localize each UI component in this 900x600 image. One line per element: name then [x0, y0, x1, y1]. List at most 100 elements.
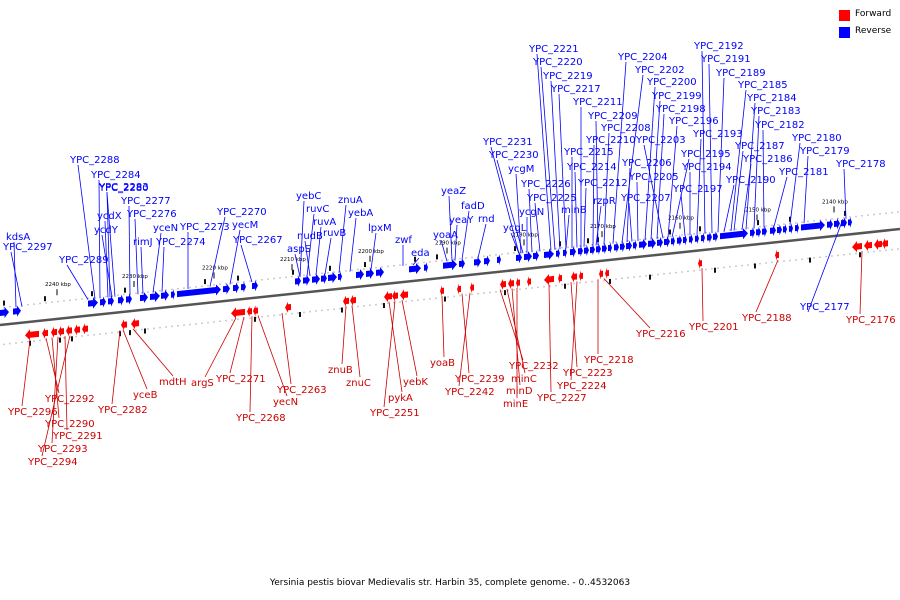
scale-label: 2210 kbp — [280, 257, 306, 263]
reverse-gene-arrow — [328, 272, 337, 284]
scale-tick — [504, 290, 506, 296]
reverse-gene-arrow — [126, 293, 132, 305]
forward-gene-label: YPC_2271 — [215, 374, 266, 385]
reverse-gene-arrow — [848, 216, 852, 228]
reverse-leader-line — [140, 246, 144, 294]
reverse-leader-line — [843, 168, 847, 219]
forward-leader-line — [511, 288, 521, 386]
reverse-gene-label: YPC_2199 — [651, 91, 702, 102]
reverse-leader-line — [730, 89, 747, 232]
reverse-leader-line — [595, 120, 599, 246]
reverse-leader-line — [10, 251, 23, 307]
reverse-gene-label: YPC_2280 — [98, 183, 149, 194]
reverse-leader-line — [134, 218, 139, 295]
reverse-leader-line — [671, 158, 690, 238]
reverse-gene-arrow — [677, 235, 682, 247]
forward-leader-line — [257, 315, 288, 397]
forward-gene-label: YPC_2176 — [845, 315, 896, 326]
reverse-gene-arrow — [578, 245, 583, 257]
forward-gene-label: YPC_2188 — [741, 313, 792, 324]
forward-leader-line — [506, 288, 526, 374]
reverse-leader-line — [626, 167, 631, 243]
reverse-gene-arrow — [770, 225, 776, 237]
reverse-leader-line — [636, 181, 639, 241]
reverse-leader-line — [161, 246, 165, 292]
reverse-leader-line — [101, 234, 113, 298]
reverse-gene-arrow — [783, 223, 787, 235]
reverse-gene-arrow — [150, 290, 160, 302]
reverse-leader-line — [536, 53, 552, 251]
reverse-gene-arrow — [108, 295, 114, 307]
forward-gene-arrow — [51, 326, 57, 338]
reverse-leader-line — [128, 205, 131, 296]
reverse-gene-label: YPC_2182 — [754, 120, 805, 131]
reverse-gene-arrow — [0, 307, 9, 319]
forward-gene-label: argS — [191, 378, 214, 389]
reverse-gene-arrow — [827, 218, 833, 230]
reverse-leader-line — [708, 63, 713, 234]
forward-gene-label: yecN — [273, 397, 298, 408]
reverse-gene-label: aspS — [287, 244, 311, 255]
forward-leader-line — [64, 336, 68, 431]
reverse-gene-label: eda — [411, 248, 430, 259]
reverse-gene-label: yceN — [153, 223, 178, 234]
reverse-gene-arrow — [241, 281, 246, 293]
reverse-gene-label: YPC_2200 — [646, 77, 697, 88]
reverse-gene-label: YPC_2206 — [621, 158, 672, 169]
reverse-gene-label: nudB — [297, 231, 323, 242]
reverse-gene-label: yoaA — [433, 230, 458, 241]
reverse-swatch — [839, 27, 850, 38]
forward-gene-label: yebK — [403, 377, 428, 388]
reverse-gene-arrow — [707, 231, 712, 243]
forward-gene-label: YPC_2227 — [536, 393, 587, 404]
forward-gene-arrow — [74, 324, 80, 336]
scale-tick — [341, 307, 343, 313]
forward-gene-label: YPC_2251 — [369, 408, 420, 419]
scale-tick — [757, 220, 759, 226]
reverse-gene-arrow — [484, 255, 490, 267]
forward-swatch — [839, 10, 850, 21]
forward-gene-arrow — [66, 325, 72, 337]
reverse-gene-label: YPC_2284 — [90, 170, 141, 181]
forward-gene-arrow — [440, 285, 444, 297]
reverse-gene-arrow — [683, 234, 687, 246]
scale-label: 2190 kbp — [435, 241, 461, 247]
reverse-leader-line — [528, 188, 533, 253]
forward-leader-line — [51, 336, 59, 444]
reverse-gene-arrow — [789, 223, 793, 235]
forward-gene-label: minD — [506, 386, 533, 397]
reverse-gene-label: YPC_2217 — [550, 84, 601, 95]
reverse-gene-label: YPC_2221 — [528, 44, 579, 55]
reverse-leader-line — [370, 232, 377, 270]
reverse-gene-arrow — [639, 238, 647, 250]
reverse-gene-arrow — [321, 272, 327, 284]
scale-tick — [129, 330, 131, 336]
reverse-gene-arrow — [633, 239, 637, 251]
reverse-gene-arrow — [233, 282, 239, 294]
reverse-leader-line — [477, 223, 487, 259]
forward-gene-arrow — [400, 289, 408, 301]
reverse-gene-arrow — [295, 275, 301, 287]
scale-label: 2170 kbp — [590, 224, 616, 230]
scale-tick — [587, 238, 589, 244]
scale-tick — [669, 229, 671, 235]
reverse-gene-label: YPC_2205 — [628, 172, 679, 183]
reverse-gene-label: ruvB — [323, 228, 346, 239]
reverse-gene-label: YPC_2204 — [617, 52, 668, 63]
forward-gene-label: YPC_2291 — [52, 431, 103, 442]
reverse-gene-label: YPC_2273 — [179, 222, 230, 233]
scale-tick — [699, 226, 701, 232]
forward-leader-line — [701, 268, 704, 322]
forward-gene-label: YPC_2282 — [97, 405, 148, 416]
forward-gene-arrow — [508, 277, 514, 289]
reverse-leader-line — [490, 146, 520, 254]
reverse-leader-line — [656, 113, 665, 239]
reverse-gene-arrow — [657, 237, 663, 249]
reverse-gene-label: YPC_2193 — [692, 129, 743, 140]
reverse-leader-line — [644, 86, 656, 241]
reverse-gene-label: YPC_2185 — [737, 80, 788, 91]
forward-leader-line — [499, 289, 524, 361]
scale-label: 2240 kbp — [45, 282, 71, 288]
reverse-gene-arrow — [834, 218, 840, 230]
